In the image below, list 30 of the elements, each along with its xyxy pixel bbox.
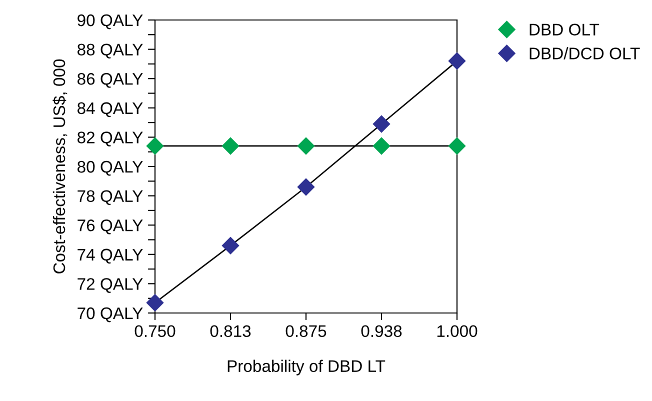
point [146,294,164,312]
y-tick-label: 88 QALY [78,44,143,58]
x-tick-label: 0.750 [134,325,176,338]
x-tick-label: 0.875 [286,325,326,338]
legend-label: DBD OLT [530,24,600,36]
point [372,137,390,155]
x-tick-label: 0.813 [210,325,251,338]
point [448,52,466,70]
point [372,115,390,133]
point [146,137,164,155]
y-tick-label: 78 QALY [78,190,143,205]
legend-label: DBD/DCD OLT [530,47,640,60]
point [448,137,466,155]
x-axis-title: Probability of DBD LT [228,360,386,376]
y-tick-label: 80 QALY [78,160,143,176]
y-axis-title: Cost-effectiveness, US$, 000 [52,59,68,274]
point [297,178,315,196]
x-tick-label: 1.000 [437,325,478,338]
y-tick-label: 90 QALY [78,14,143,30]
point [297,137,315,155]
y-tick-label: 84 QALY [78,102,143,118]
point [222,137,240,155]
y-tick-label: 70 QALY [78,307,143,322]
y-tick-label: 76 QALY [78,220,143,234]
point [222,237,240,254]
y-tick-label: 82 QALY [78,132,143,146]
x-tick-label: 0.938 [361,325,402,338]
y-tick-label: 72 QALY [78,278,143,293]
y-tick-label: 74 QALY [78,248,143,264]
y-tick-label: 86 QALY [78,73,143,88]
